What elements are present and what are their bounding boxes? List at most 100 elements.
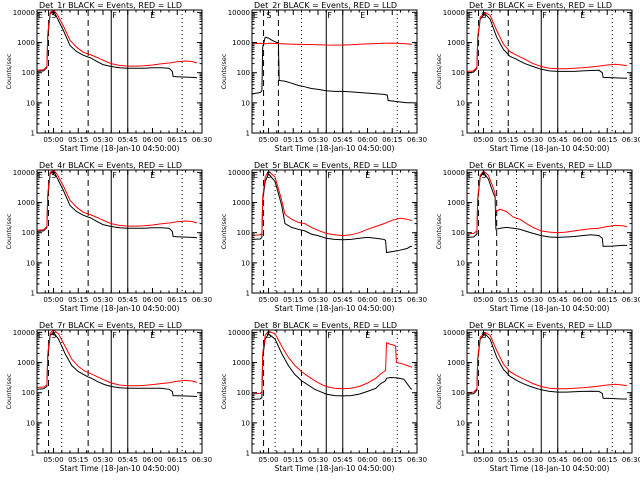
- y-tick-label: 100: [452, 69, 465, 77]
- x-tick-label: 05:30: [93, 456, 113, 464]
- events-series-line: [252, 172, 412, 254]
- y-tick-label: 1000: [232, 199, 250, 207]
- interval-flag-label: F: [327, 11, 332, 20]
- x-tick-label: 06:15: [597, 456, 617, 464]
- y-tick-label: 10: [241, 259, 250, 267]
- x-tick-label: 06:30: [407, 296, 427, 304]
- interval-flag-label: F: [112, 11, 117, 20]
- x-axis-label: Start Time (18-Jan-10 04:50:00): [275, 144, 395, 153]
- x-tick-label: 05:00: [258, 296, 278, 304]
- interval-flag-label: E: [150, 331, 155, 340]
- x-tick-label: 06:30: [407, 456, 427, 464]
- interval-flag-label: E: [38, 11, 43, 20]
- events-series-line: [467, 171, 627, 247]
- interval-flag-label: E: [365, 331, 370, 340]
- x-tick-label: 06:00: [142, 136, 162, 144]
- y-tick-label: 10: [26, 419, 35, 427]
- x-tick-label: 05:45: [333, 456, 353, 464]
- y-tick-label: 10: [456, 99, 465, 107]
- interval-flag-label: E: [468, 171, 473, 180]
- y-axis-label: Counts/sec: [220, 373, 228, 409]
- y-tick-label: 10000: [13, 169, 35, 177]
- x-tick-label: 05:00: [473, 296, 493, 304]
- interval-flag-label: E: [365, 171, 370, 180]
- x-tick-label: 06:00: [357, 296, 377, 304]
- x-axis-label: Start Time (18-Jan-10 04:50:00): [275, 464, 395, 473]
- panel-title: Det_3r BLACK = Events, RED = LLD: [469, 1, 612, 10]
- x-tick-label: 05:45: [118, 136, 138, 144]
- interval-flag-label: E: [150, 171, 155, 180]
- x-tick-label: 05:00: [258, 456, 278, 464]
- events-series-line: [37, 170, 198, 239]
- interval-flag-label: E: [468, 11, 473, 20]
- panel-title: Det_5r BLACK = Events, RED = LLD: [254, 161, 397, 170]
- x-tick-label: 06:30: [622, 136, 640, 144]
- plot-frame: [251, 9, 418, 134]
- x-tick-label: 05:15: [283, 296, 303, 304]
- interval-flag-label: F: [327, 171, 332, 180]
- y-tick-label: 100: [22, 69, 35, 77]
- lld-series-line: [467, 11, 628, 72]
- x-tick-label: 05:00: [258, 136, 278, 144]
- x-tick-label: 05:30: [308, 296, 328, 304]
- x-tick-label: 05:15: [68, 136, 88, 144]
- y-axis-label: Counts/sec: [220, 213, 228, 249]
- x-tick-label: 05:30: [93, 136, 113, 144]
- y-tick-label: 1000: [17, 39, 35, 47]
- plot-frame: [251, 329, 418, 454]
- x-tick-label: 05:00: [43, 296, 63, 304]
- events-series-line: [252, 36, 412, 104]
- y-axis-label: Counts/sec: [435, 213, 443, 249]
- x-tick-label: 06:00: [357, 456, 377, 464]
- y-tick-label: 10000: [443, 329, 465, 337]
- y-tick-label: 1: [31, 450, 35, 458]
- x-tick-label: 05:00: [473, 456, 493, 464]
- x-tick-label: 06:15: [382, 456, 402, 464]
- interval-flag-label: E: [253, 171, 258, 180]
- interval-flag-label: F: [542, 331, 547, 340]
- x-tick-label: 05:30: [308, 456, 328, 464]
- x-tick-label: 05:15: [498, 456, 518, 464]
- x-tick-label: 06:00: [357, 136, 377, 144]
- y-tick-label: 100: [452, 389, 465, 397]
- lld-series-line: [252, 170, 413, 237]
- y-tick-label: 1: [461, 450, 465, 458]
- panel-title: Det_1r BLACK = Events, RED = LLD: [39, 1, 182, 10]
- y-tick-label: 100: [22, 389, 35, 397]
- y-axis-label: Counts/sec: [220, 53, 228, 89]
- y-tick-label: 10000: [228, 169, 250, 177]
- panel-title: Det_4r BLACK = Events, RED = LLD: [39, 161, 182, 170]
- x-tick-label: 05:30: [523, 136, 543, 144]
- panel-title: Det_2r BLACK = Events, RED = LLD: [254, 1, 397, 10]
- x-tick-label: 05:30: [523, 296, 543, 304]
- lld-series-line: [467, 170, 628, 235]
- events-series-line: [37, 10, 198, 79]
- panel-title: Det_6r BLACK = Events, RED = LLD: [469, 161, 612, 170]
- x-tick-label: 05:45: [118, 296, 138, 304]
- lld-series-line: [37, 330, 198, 388]
- x-tick-label: 06:30: [407, 136, 427, 144]
- lld-series-line: [37, 10, 198, 71]
- x-tick-label: 05:30: [93, 296, 113, 304]
- lld-series-line: [467, 331, 628, 394]
- x-tick-label: 06:30: [192, 296, 212, 304]
- x-tick-label: 05:15: [68, 456, 88, 464]
- lld-series-line: [37, 170, 198, 231]
- interval-flag-label: E: [253, 11, 258, 20]
- x-tick-label: 05:30: [308, 136, 328, 144]
- interval-flag-label: S: [266, 171, 271, 180]
- x-tick-label: 05:45: [333, 296, 353, 304]
- y-tick-label: 1: [246, 450, 250, 458]
- y-tick-label: 100: [22, 229, 35, 237]
- panel-title: Det_8r BLACK = Events, RED = LLD: [254, 321, 397, 330]
- y-tick-label: 1000: [17, 199, 35, 207]
- y-tick-label: 100: [452, 229, 465, 237]
- interval-flag-label: E: [468, 331, 473, 340]
- y-tick-label: 10: [456, 259, 465, 267]
- x-axis-label: Start Time (18-Jan-10 04:50:00): [490, 144, 610, 153]
